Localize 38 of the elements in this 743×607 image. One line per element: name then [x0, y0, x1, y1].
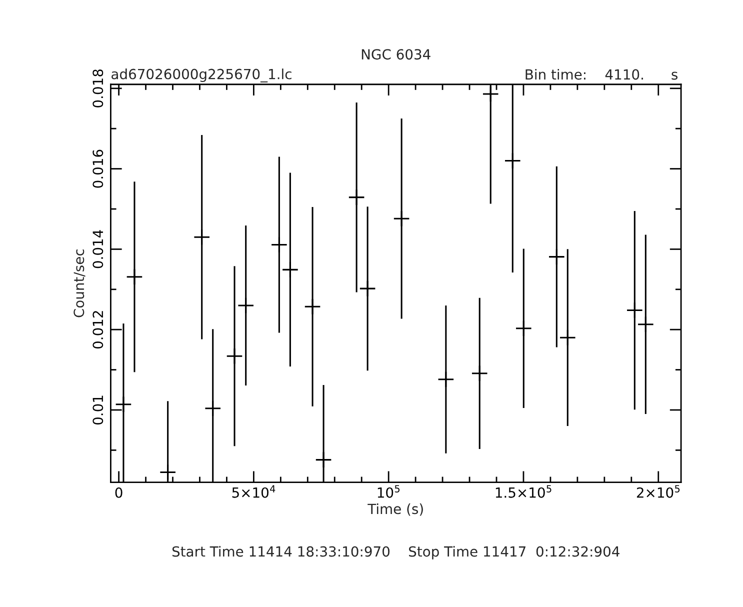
- point: [438, 371, 454, 388]
- point: [637, 316, 654, 333]
- point: [515, 320, 532, 337]
- x-tick-label: 0: [115, 487, 122, 498]
- point: [115, 396, 132, 413]
- text: Bin time: 4110. s: [526, 68, 678, 80]
- text: ad67026000g225670_1.lc: [112, 68, 292, 82]
- point: [504, 152, 522, 170]
- x-tick-label: 2×10$^{5}$: [636, 485, 680, 498]
- x-tick-label: 10$^{5}$: [378, 485, 400, 498]
- point: [204, 400, 222, 417]
- x-tick-label: 1.5×10$^{5}$: [496, 485, 552, 498]
- text: Start Time 11414 18:33:10:970 Stop Time 11417 0:12:32:904: [172, 546, 620, 560]
- point: [393, 210, 410, 228]
- point: [548, 248, 566, 266]
- y-tick-label: 0.018: [92, 69, 104, 108]
- point: [226, 348, 243, 365]
- y-tick-label: 0.014: [92, 230, 104, 268]
- point: [237, 297, 254, 314]
- point: [126, 268, 143, 286]
- x-axis-title: Time (s): [368, 503, 423, 516]
- point: [348, 188, 365, 206]
- point: [559, 329, 576, 346]
- point: [193, 228, 210, 246]
- x-tick-label: 5×10$^{4}$: [232, 485, 276, 498]
- point: [270, 236, 288, 254]
- point: [304, 298, 321, 316]
- point: [626, 302, 644, 319]
- y-axis-title: Count/sec: [74, 250, 86, 318]
- y-tick-label: 0.016: [92, 150, 104, 188]
- y-tick-label: 0.01: [92, 396, 104, 425]
- point: [471, 364, 488, 382]
- point: [359, 280, 376, 297]
- point: [159, 464, 176, 481]
- y-tick-label: 0.012: [92, 311, 104, 349]
- point: [315, 451, 332, 468]
- point: [282, 261, 299, 278]
- chart-title: NGC 6034: [362, 49, 430, 60]
